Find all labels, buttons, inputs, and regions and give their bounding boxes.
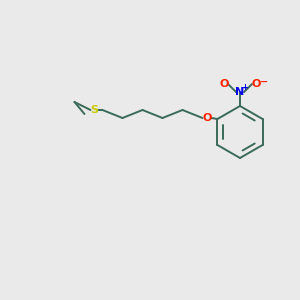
Text: O: O bbox=[251, 79, 261, 89]
Text: +: + bbox=[242, 82, 248, 91]
Text: N: N bbox=[236, 87, 244, 97]
Text: O: O bbox=[203, 113, 212, 123]
Text: S: S bbox=[91, 105, 98, 115]
Text: −: − bbox=[260, 77, 268, 87]
Text: O: O bbox=[219, 79, 229, 89]
